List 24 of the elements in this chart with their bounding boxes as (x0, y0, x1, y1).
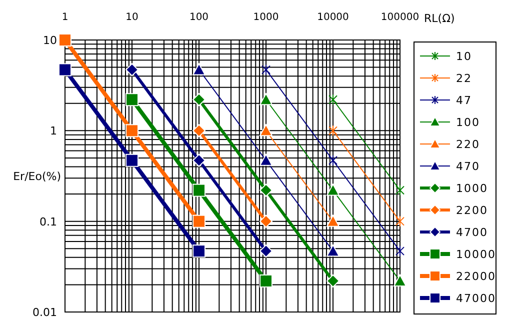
y-tick-label: 10 (43, 34, 57, 47)
legend-label: 22000 (456, 270, 496, 283)
y-tick-label: 0.1 (40, 215, 57, 228)
x-tick-label: 10 (126, 12, 138, 23)
legend-label: 22 (456, 72, 472, 85)
x-tick-label: 10000 (317, 12, 349, 23)
legend-label: 100 (456, 116, 480, 129)
y-tick-label: 1 (50, 124, 57, 138)
x-tick-label: 100 (189, 12, 209, 23)
legend-label: 1000 (456, 182, 488, 195)
y-tick-label: 0.01 (32, 306, 57, 319)
x-tick-label: 1 (62, 12, 68, 23)
legend-label: 47000 (456, 292, 496, 305)
legend-label: 10 (456, 50, 472, 63)
legend-label: 47 (456, 94, 472, 107)
y-axis-title: Er/Eo(%) (13, 170, 61, 183)
legend-label: 4700 (456, 226, 488, 239)
x-axis-title: RL(Ω) (424, 12, 455, 25)
legend-label: 470 (456, 160, 480, 173)
legend-label: 2200 (456, 204, 488, 217)
legend-label: 220 (456, 138, 480, 151)
x-tick-label: 1000 (253, 12, 279, 23)
x-tick-label: 100000 (380, 12, 420, 23)
legend-label: 10000 (456, 248, 496, 261)
